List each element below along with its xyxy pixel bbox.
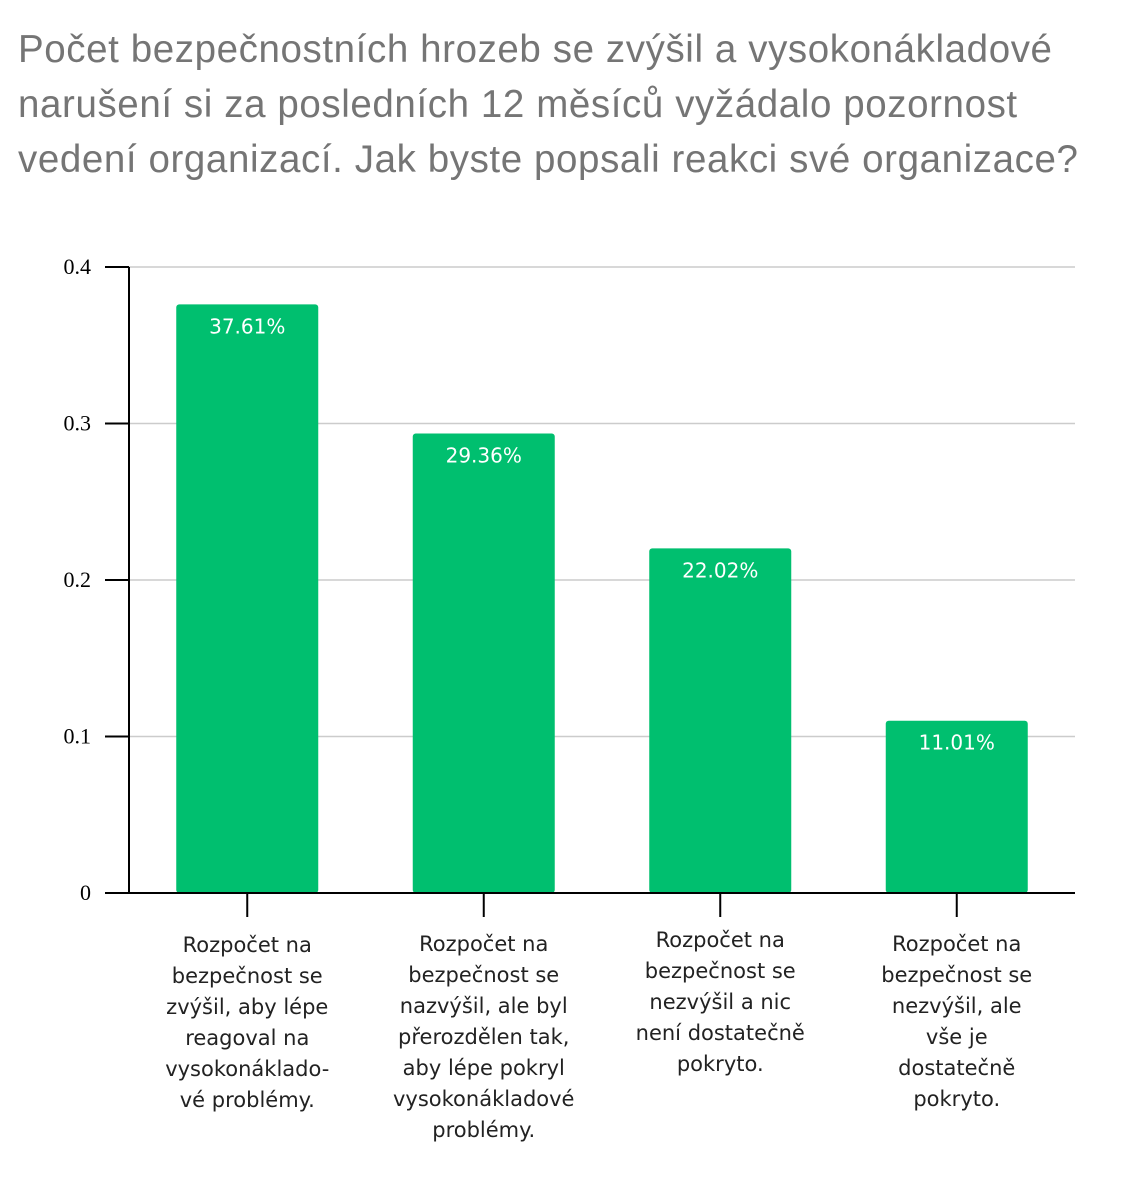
- x-tick-label-line: vé problémy.: [180, 1088, 315, 1112]
- axes: [105, 266, 1075, 917]
- x-tick-label-line: zvýšil, aby lépe: [166, 995, 328, 1019]
- bar: [176, 304, 319, 893]
- x-tick-label-line: není dostatečně: [636, 1021, 805, 1045]
- labels: 0 0.1 0.2 0.3 0.4 37.61% Rozpočet na bezpečnost…: [64, 254, 1033, 1142]
- x-tick-label-line: vysokonáklado-: [165, 1057, 329, 1081]
- x-tick-label-line: vysokonákladové: [393, 1087, 574, 1111]
- y-tick-label: 0.2: [64, 567, 92, 592]
- bar: [649, 548, 792, 893]
- x-tick-label-line: Rozpočet na: [419, 932, 548, 956]
- x-tick-label-line: bezpečnost se: [645, 959, 796, 983]
- x-tick-label-line: bezpečnost se: [172, 964, 323, 988]
- x-tick-label-line: nezvýšil, ale: [892, 994, 1022, 1018]
- bar: [412, 433, 555, 893]
- data-label: 11.01%: [919, 731, 995, 755]
- x-tick-label: Rozpočet na bezpečnost se zvýšil, aby lépe…: [165, 933, 329, 1112]
- y-tick-label: 0.3: [64, 411, 92, 436]
- x-tick-label-line: Rozpočet na: [656, 928, 785, 952]
- x-tick-label-line: nezvýšil a nic: [649, 990, 791, 1014]
- x-tick-label-line: dostatečně: [898, 1056, 1015, 1080]
- x-tick-label-line: pokryto.: [913, 1087, 1000, 1111]
- bar: [885, 720, 1028, 893]
- bars: [176, 304, 1028, 893]
- y-tick-label: 0.1: [64, 724, 92, 749]
- x-tick-label-line: aby lépe pokryl: [403, 1056, 565, 1080]
- x-tick-label-line: vše je: [926, 1025, 988, 1049]
- x-tick-label-line: bezpečnost se: [881, 963, 1032, 987]
- x-tick-label: Rozpočet na bezpečnost se nezvýšil a nic ne…: [636, 928, 805, 1076]
- x-tick-label-line: pokryto.: [677, 1052, 764, 1076]
- y-tick-label: 0: [80, 880, 91, 905]
- x-tick-label: Rozpočet na bezpečnost se nazvýšil, ale by…: [393, 932, 574, 1142]
- x-tick-label-line: přerozdělen tak,: [398, 1025, 569, 1049]
- x-tick-label-line: nazvýšil, ale byl: [400, 994, 568, 1018]
- x-tick-label-line: reagoval na: [185, 1026, 309, 1050]
- chart-title: Počet bezpečnostních hrozeb se zvýšil a …: [18, 28, 1079, 181]
- x-tick-label-line: problémy.: [432, 1118, 535, 1142]
- y-tick-label: 0.4: [64, 254, 92, 279]
- data-label: 22.02%: [682, 558, 758, 582]
- x-tick-label: Rozpočet na bezpečnost se nezvýšil, ale vše…: [881, 932, 1032, 1111]
- x-tick-label-line: bezpečnost se: [408, 963, 559, 987]
- x-tick-label-line: Rozpočet na: [183, 933, 312, 957]
- data-label: 29.36%: [446, 444, 522, 468]
- data-label: 37.61%: [209, 314, 285, 338]
- x-tick-label-line: Rozpočet na: [892, 932, 1021, 956]
